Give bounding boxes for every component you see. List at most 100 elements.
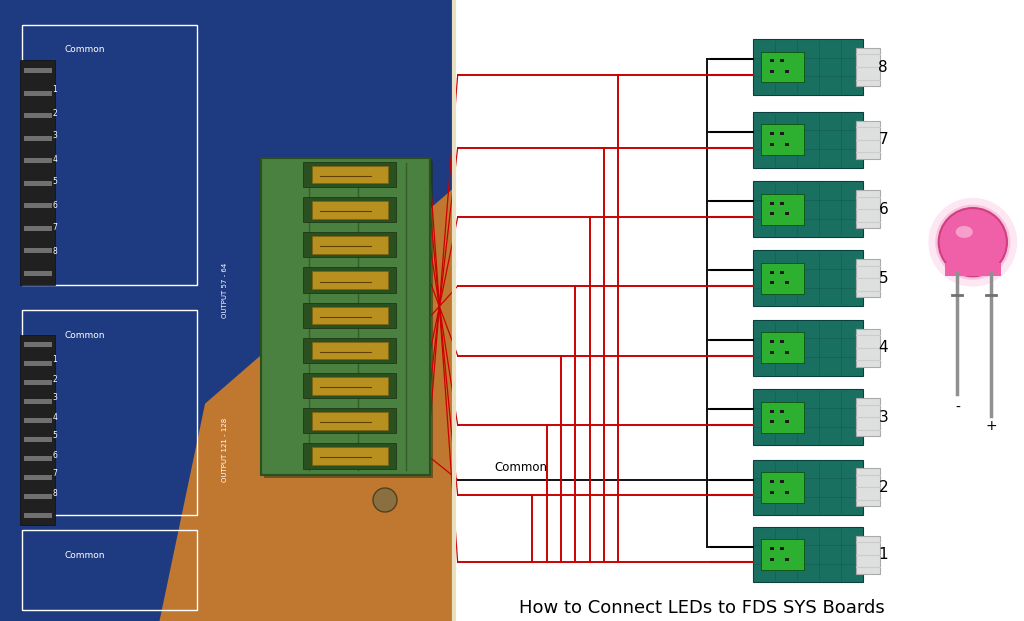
Bar — [24, 248, 51, 253]
Bar — [24, 379, 51, 384]
Text: 8: 8 — [879, 60, 888, 75]
Bar — [20, 335, 55, 525]
Text: Common: Common — [65, 550, 105, 560]
Bar — [780, 480, 784, 483]
Bar — [770, 491, 774, 494]
Bar — [856, 190, 881, 229]
Bar — [780, 340, 784, 343]
Bar — [856, 48, 881, 86]
Bar — [0, 0, 456, 621]
Text: 7: 7 — [52, 224, 57, 232]
Bar — [24, 399, 51, 404]
Bar — [784, 70, 788, 73]
Text: 8: 8 — [52, 247, 57, 255]
Bar — [24, 68, 51, 73]
Bar — [753, 181, 863, 237]
Bar — [753, 389, 863, 445]
Bar — [311, 412, 388, 430]
Bar — [784, 558, 788, 561]
Text: OUTPUT 57 - 64: OUTPUT 57 - 64 — [222, 263, 228, 317]
Text: 7: 7 — [52, 469, 57, 479]
Text: 1: 1 — [52, 355, 57, 365]
Text: 2: 2 — [52, 374, 57, 384]
Bar — [311, 377, 388, 394]
Bar — [856, 468, 881, 507]
Bar — [762, 124, 804, 155]
Bar — [753, 320, 863, 376]
Text: 4: 4 — [52, 412, 57, 422]
Bar — [770, 60, 774, 63]
Bar — [303, 197, 396, 222]
Bar — [770, 547, 774, 550]
Text: 3: 3 — [52, 394, 57, 402]
Bar — [24, 136, 51, 141]
Text: 1: 1 — [879, 547, 888, 562]
Bar — [24, 113, 51, 118]
Text: 2: 2 — [879, 480, 888, 495]
Bar — [780, 271, 784, 274]
Bar — [770, 410, 774, 413]
Bar — [770, 202, 774, 205]
Bar — [784, 143, 788, 146]
Bar — [24, 203, 51, 208]
Bar — [22, 310, 197, 515]
Bar — [784, 281, 788, 284]
Bar — [784, 212, 788, 215]
Bar — [24, 342, 51, 347]
Text: 3: 3 — [52, 132, 57, 140]
Bar — [20, 60, 55, 285]
Circle shape — [935, 205, 1011, 279]
Bar — [780, 60, 784, 63]
Text: -: - — [955, 401, 959, 415]
Bar — [784, 491, 788, 494]
Text: 5: 5 — [879, 271, 888, 286]
Bar — [303, 338, 396, 363]
Bar — [303, 268, 396, 292]
Bar — [856, 120, 881, 159]
Circle shape — [939, 208, 1007, 276]
Bar — [856, 329, 881, 367]
Bar — [24, 271, 51, 276]
Bar — [753, 250, 863, 306]
Bar — [753, 460, 863, 515]
Bar — [311, 201, 388, 219]
Text: 3: 3 — [879, 410, 888, 425]
Text: 8: 8 — [52, 489, 57, 497]
Bar — [264, 161, 433, 478]
Bar — [24, 455, 51, 461]
Bar — [770, 340, 774, 343]
Bar — [24, 512, 51, 517]
Circle shape — [929, 197, 1017, 287]
Bar — [753, 39, 863, 95]
Bar — [24, 437, 51, 442]
Bar — [311, 447, 388, 465]
Bar — [24, 91, 51, 96]
Bar — [456, 0, 1024, 621]
Bar — [762, 472, 804, 503]
Bar — [770, 70, 774, 73]
Bar — [311, 342, 388, 360]
Bar — [780, 547, 784, 550]
Bar — [784, 420, 788, 424]
Ellipse shape — [955, 226, 973, 238]
Bar — [762, 194, 804, 225]
Bar — [780, 410, 784, 413]
Bar — [762, 539, 804, 570]
Polygon shape — [160, 186, 456, 621]
Text: 6: 6 — [879, 202, 888, 217]
Text: 1: 1 — [52, 86, 57, 94]
Bar — [780, 202, 784, 205]
Text: +: + — [985, 419, 997, 433]
Text: 6: 6 — [52, 450, 57, 460]
Bar — [24, 181, 51, 186]
Text: 5: 5 — [52, 178, 57, 186]
Bar — [303, 443, 396, 468]
Text: OUTPUT 121 - 128: OUTPUT 121 - 128 — [222, 418, 228, 482]
Bar — [762, 332, 804, 363]
Bar — [311, 166, 388, 183]
Bar — [753, 112, 863, 168]
Text: 6: 6 — [52, 201, 57, 209]
Text: Common: Common — [495, 461, 548, 474]
Text: 2: 2 — [52, 109, 57, 117]
Text: Common: Common — [65, 45, 105, 55]
